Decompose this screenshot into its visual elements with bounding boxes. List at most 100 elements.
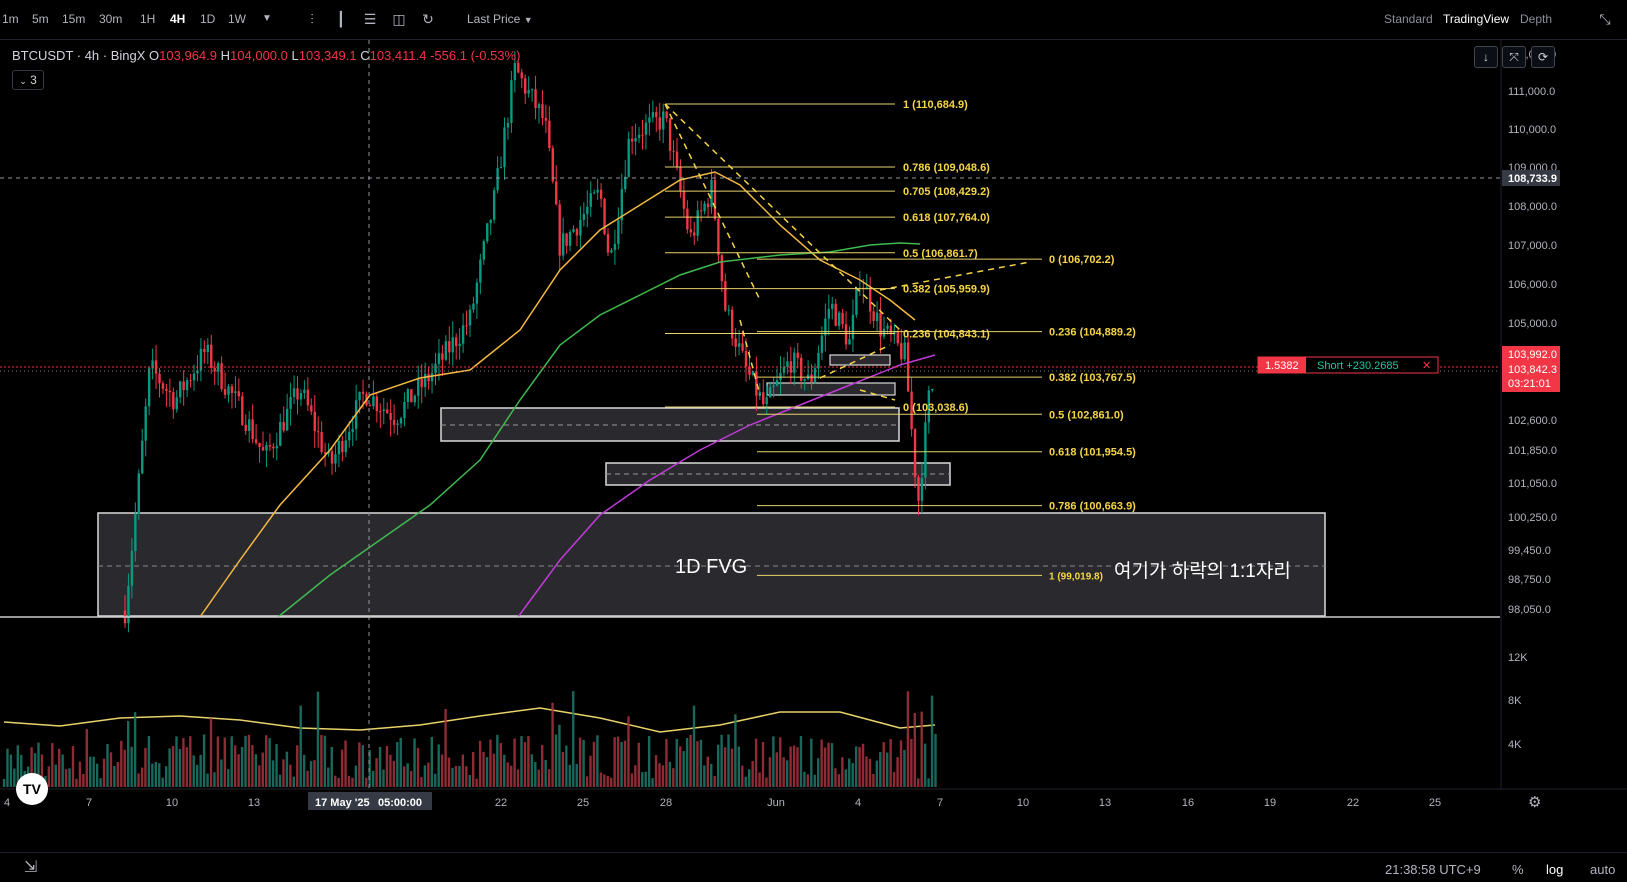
fib-level-label: 0.618 (101,954.5) — [1049, 447, 1136, 459]
volume-bar — [544, 759, 547, 787]
volume-bar — [713, 775, 716, 787]
volume-bar — [13, 768, 16, 787]
scroll-down-button[interactable]: ↓ — [1474, 46, 1498, 68]
fib-ratio: 0.236 — [903, 328, 931, 340]
volume-bar — [116, 762, 120, 787]
volume-bar — [503, 754, 506, 787]
volume-bar — [758, 772, 761, 787]
volume-bar — [409, 771, 413, 787]
volume-bar — [879, 752, 882, 787]
volume-bar — [82, 773, 85, 787]
position-size-bg — [1258, 357, 1306, 373]
fib-ratio: 1 — [1049, 571, 1055, 582]
settings-icon[interactable]: ☰ — [363, 11, 377, 27]
timeframe-4h[interactable]: 4H — [170, 12, 186, 26]
volume-bar — [454, 765, 458, 787]
candle-body — [699, 210, 703, 212]
candle-body — [475, 282, 479, 304]
fib-price: (99,019.8) — [1055, 571, 1103, 582]
timeframe-dropdown-icon[interactable]: ▼ — [262, 13, 272, 24]
reset-chart-button[interactable]: ⟳ — [1531, 46, 1555, 68]
candle-body — [548, 120, 551, 149]
volume-bar — [399, 737, 402, 787]
candle-body — [296, 388, 299, 400]
volume-bar — [385, 745, 389, 787]
volume-bar — [278, 774, 282, 787]
view-tradingview[interactable]: TradingView — [1443, 12, 1510, 26]
view-depth[interactable]: Depth — [1520, 12, 1553, 26]
volume-bar — [213, 772, 216, 787]
view-standard[interactable]: Standard — [1384, 12, 1433, 26]
change-value: -556.1 (-0.53%) — [430, 48, 521, 63]
volume-bar — [913, 712, 916, 787]
time-tick: 4 — [855, 797, 861, 809]
time-tick: 16 — [1182, 797, 1194, 809]
screenshot-icon[interactable]: ◫ — [392, 11, 406, 27]
candle-body — [423, 373, 427, 388]
candle-body — [768, 386, 772, 398]
refresh-icon[interactable]: ↻ — [422, 11, 434, 27]
volume-bar — [130, 746, 133, 787]
candle-body — [841, 312, 844, 325]
candle-body — [686, 208, 689, 230]
fib-level-label: 0.382 (103,767.5) — [1049, 372, 1136, 384]
volume-bar — [289, 764, 292, 787]
volume-bar — [789, 746, 792, 787]
volume-bar — [823, 747, 827, 787]
symbol-label[interactable]: BTCUSDT · 4h · BingX — [12, 48, 146, 63]
fib-price: (103,767.5) — [1077, 372, 1137, 384]
candle-body — [903, 342, 906, 360]
candle-body — [831, 303, 834, 309]
volume-bar — [61, 754, 64, 787]
volume-bar — [561, 751, 565, 787]
volume-bar — [309, 761, 313, 787]
volume-tick: 12K — [1508, 652, 1528, 664]
candle-body — [606, 233, 610, 253]
chart-type-icon[interactable]: ┃ — [336, 11, 346, 27]
ma-orange-line — [199, 171, 916, 618]
settings-gear-icon[interactable]: ⚙ — [1528, 794, 1541, 811]
candle-body — [641, 134, 644, 136]
percent-toggle[interactable]: % — [1512, 862, 1524, 877]
volume-bar — [527, 736, 530, 787]
timeframe-30m[interactable]: 30m — [99, 12, 123, 26]
candle-body — [800, 357, 803, 381]
price-chart[interactable]: 1 (110,684.9)0.786 (109,048.6)0.705 (108… — [0, 40, 1627, 852]
candle-body — [420, 378, 423, 388]
fib-ratio: 0.618 — [1049, 447, 1077, 459]
candle-body — [813, 368, 817, 383]
open-key: O — [149, 48, 160, 63]
timeframe-1w[interactable]: 1W — [228, 12, 246, 26]
auto-toggle[interactable]: auto — [1590, 862, 1616, 877]
candle-body — [575, 229, 579, 236]
candle-body — [399, 418, 403, 424]
log-toggle[interactable]: log — [1546, 862, 1564, 877]
volume-bar — [630, 773, 634, 787]
candle-body — [534, 89, 537, 109]
timeframe-15m[interactable]: 15m — [62, 12, 86, 26]
close-position-icon[interactable]: ✕ — [1422, 360, 1431, 372]
candle-body — [737, 343, 741, 347]
volume-bar — [903, 749, 906, 787]
last-price-dropdown[interactable]: Last Price ▼ — [467, 12, 533, 26]
date-range-icon[interactable]: ⇲ — [24, 859, 38, 876]
volume-bar — [741, 765, 744, 787]
volume-bar — [489, 739, 492, 787]
indicators-icon[interactable]: ⫶ — [310, 11, 314, 27]
indicator-toggle[interactable]: ⌄ 3 — [12, 70, 44, 90]
timeframe-1h[interactable]: 1H — [140, 12, 156, 26]
price-tick: 98,050.0 — [1508, 604, 1551, 616]
volume-bar — [917, 778, 920, 787]
volume-bar — [730, 748, 734, 787]
volume-bar — [327, 767, 330, 787]
timeframe-1d[interactable]: 1D — [200, 12, 216, 26]
timeframe-1m[interactable]: 1m — [2, 12, 19, 26]
volume-bar — [120, 740, 123, 787]
fullscreen-button[interactable]: ⤧ — [1502, 46, 1526, 68]
candle-body — [693, 232, 696, 236]
collapse-icon[interactable]: ⤡ — [1599, 11, 1611, 27]
candle-body — [520, 72, 523, 79]
timeframe-5m[interactable]: 5m — [32, 12, 49, 26]
volume-bar — [779, 737, 782, 787]
volume-bar — [158, 763, 161, 787]
